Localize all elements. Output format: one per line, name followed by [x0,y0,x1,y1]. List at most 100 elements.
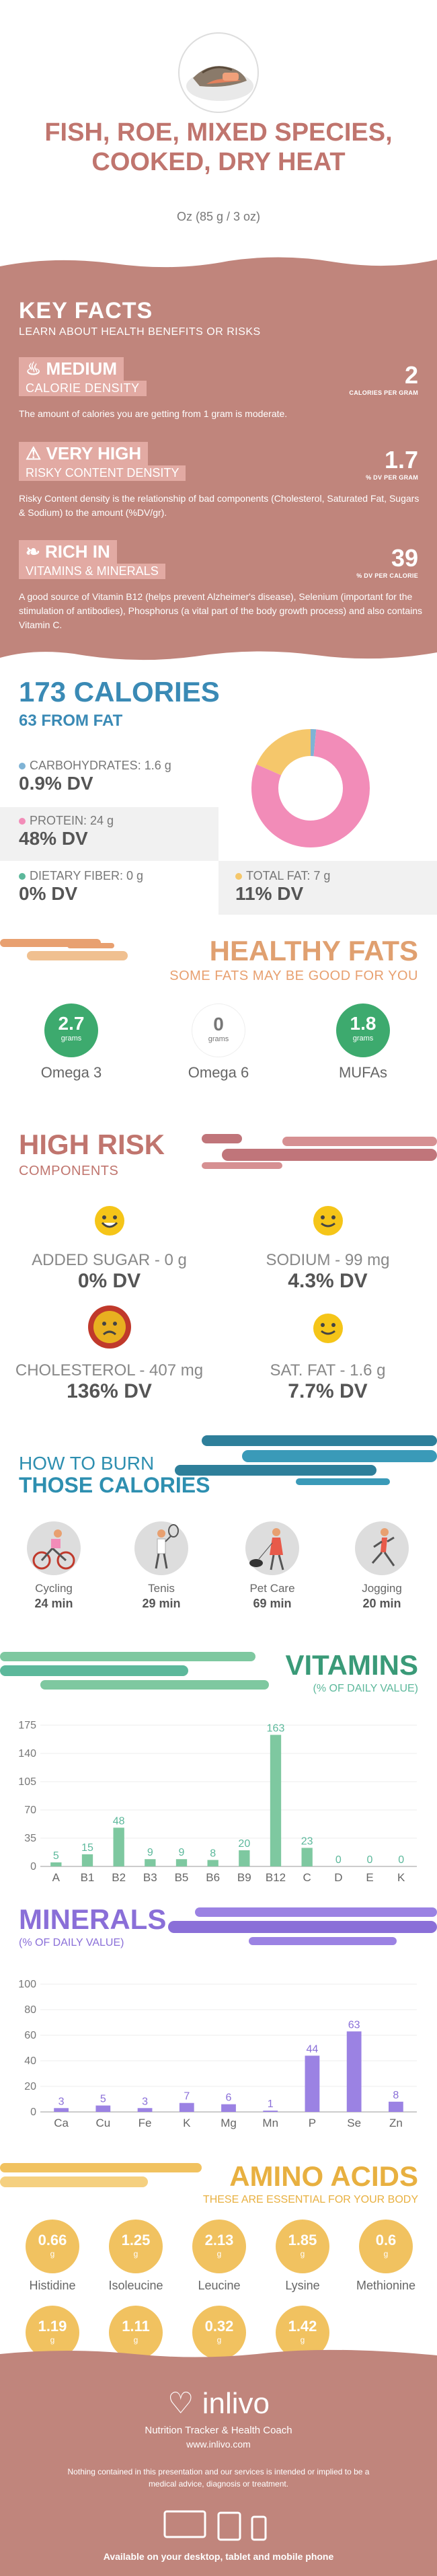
macro-dv: 0% DV [19,883,78,904]
amino-name: Leucine [198,2279,241,2292]
amino-unit: g [133,2249,138,2259]
amino-value: 1.19 [38,2318,67,2335]
burn-jogging-time: 20 min [362,1597,401,1610]
dog-walking-icon [245,1521,299,1575]
macro-label: PROTEIN: 24 g [30,814,114,827]
x-tick-label: D [334,1871,342,1884]
bar [221,2104,236,2112]
amino-subtitle: THESE ARE ESSENTIAL FOR YOUR BODY [202,2194,418,2205]
amino-name: Histidine [29,2279,76,2292]
x-tick-label: B12 [266,1871,286,1884]
omega6-circle: 0 grams [192,1003,245,1057]
fat-value: 0 [213,1014,224,1034]
wave-divider [0,2349,437,2363]
fact-level-badge: ❧ RICH IN [19,540,117,564]
amino-value: 0.6 [375,2232,397,2248]
bar-value-label: 3 [58,2096,65,2107]
fact-label: CALORIE DENSITY [19,381,147,396]
amino-circle: 1.85 g [276,2220,329,2273]
omega3-circle: 2.7 grams [44,1003,98,1057]
high-risk-title: HIGH RISK [19,1129,165,1160]
x-tick-label: B5 [175,1871,189,1884]
high-risk-subtitle: COMPONENTS [19,1164,119,1178]
bar-value-label: 23 [301,1835,313,1847]
happy-face-icon [95,1206,124,1236]
amino-unit: g [383,2249,389,2259]
burn-pet-care-time: 69 min [253,1597,292,1610]
risk-sodium-dv: 4.3% DV [288,1270,368,1292]
x-tick-label: Mn [262,2117,278,2129]
decor-stripes [0,1652,269,1690]
vitamins-chart: 0 35 70 105 140 175 5 A 15 B1 48 B2 9 B3 9 B5 8 B6 20 B9 163… [18,1720,417,1884]
bar-value-label: 1 [268,2098,274,2110]
y-tick-label: 100 [18,1979,36,1990]
macro-total-fat: TOTAL FAT: 7 g 11% DV [235,869,330,905]
vitamins-subtitle: (% OF DAILY VALUE) [313,1683,418,1694]
risk-sat-fat-dv: 7.7% DV [288,1380,368,1402]
footer-url[interactable]: www.inlivo.com [186,2439,251,2450]
tennis-icon [134,1521,188,1575]
fact-unit: % DV PER CALORIE [356,572,418,579]
bar [113,1827,124,1866]
burn-cycling-label: Cycling [35,1582,73,1595]
key-facts-section: KEY FACTS LEARN ABOUT HEALTH BENEFITS OR… [0,272,437,646]
food-title: FISH, ROE, MIXED SPECIES, COOKED, DRY HE… [44,118,393,176]
bar-value-label: 6 [226,2092,232,2104]
risk-added-sugar: ADDED SUGAR - 0 g [32,1251,187,1269]
amino-value: 2.13 [204,2232,234,2248]
risk-sodium: SODIUM - 99 mg [266,1251,390,1269]
omega3-label: Omega 3 [40,1064,102,1081]
burn-tennis-time: 29 min [142,1597,181,1610]
bar [346,2031,362,2112]
jogging-icon [355,1521,409,1575]
inlivo-logo: ♡ inlivo [0,2386,437,2421]
amino-name: Lysine [285,2279,320,2292]
bar [263,2111,278,2112]
bar-value-label: 8 [210,1848,216,1859]
heart-icon: ♡ [167,2387,194,2420]
y-tick-label: 140 [18,1748,36,1759]
devices-icon [163,2510,267,2541]
bar-value-label: 20 [238,1838,250,1850]
macro-donut-chart [251,729,370,847]
donut-slice [251,729,370,847]
leaf-icon: ❧ [26,541,40,562]
macro-dv: 11% DV [235,883,304,904]
x-tick-label: Mg [221,2117,237,2129]
fact-level: RICH IN [45,541,110,562]
x-tick-label: K [397,1871,405,1884]
amino-value: 1.85 [288,2232,317,2248]
warning-icon: ⚠ [26,443,42,463]
donut-slice [256,729,311,776]
fact-calorie-density: ♨ MEDIUM CALORIE DENSITY [19,357,147,396]
footer: ♡ inlivo Nutrition Tracker & Health Coac… [0,2349,437,2576]
amino-value: 1.11 [122,2318,150,2335]
bar-value-label: 163 [267,1722,285,1734]
bar [137,2108,153,2112]
fat-dot [235,873,242,880]
fact-description: A good source of Vitamin B12 (helps prev… [19,591,422,630]
healthy-fats-subtitle: SOME FATS MAY BE GOOD FOR YOU [169,969,418,983]
x-tick-label: Zn [389,2117,403,2129]
fat-unit: grams [208,1035,229,1043]
y-tick-label: 60 [24,2030,36,2041]
fact-risky-content: ⚠ VERY HIGH RISKY CONTENT DENSITY [19,442,186,481]
bar [54,2108,69,2112]
amino-unit: g [133,2335,138,2345]
amino-unit: g [300,2249,305,2259]
x-tick-label: A [52,1871,61,1884]
y-tick-label: 105 [18,1776,36,1788]
fact-level: VERY HIGH [46,443,142,463]
x-tick-label: P [309,2117,316,2129]
minerals-subtitle: (% OF DAILY VALUE) [19,1937,124,1948]
x-tick-label: C [303,1871,311,1884]
mufa-label: MUFAs [338,1064,388,1081]
amino-circle: 0.32 g [192,2306,246,2359]
serving-size: Oz (85 g / 3 oz) [176,210,261,223]
fat-unit: grams [352,1034,374,1043]
amino-circle: 2.13 g [192,2220,246,2273]
amino-value: 1.42 [288,2318,317,2335]
minerals-title: MINERALS [19,1903,167,1935]
amino-value: 1.25 [121,2232,151,2248]
amino-unit: g [50,2249,55,2259]
